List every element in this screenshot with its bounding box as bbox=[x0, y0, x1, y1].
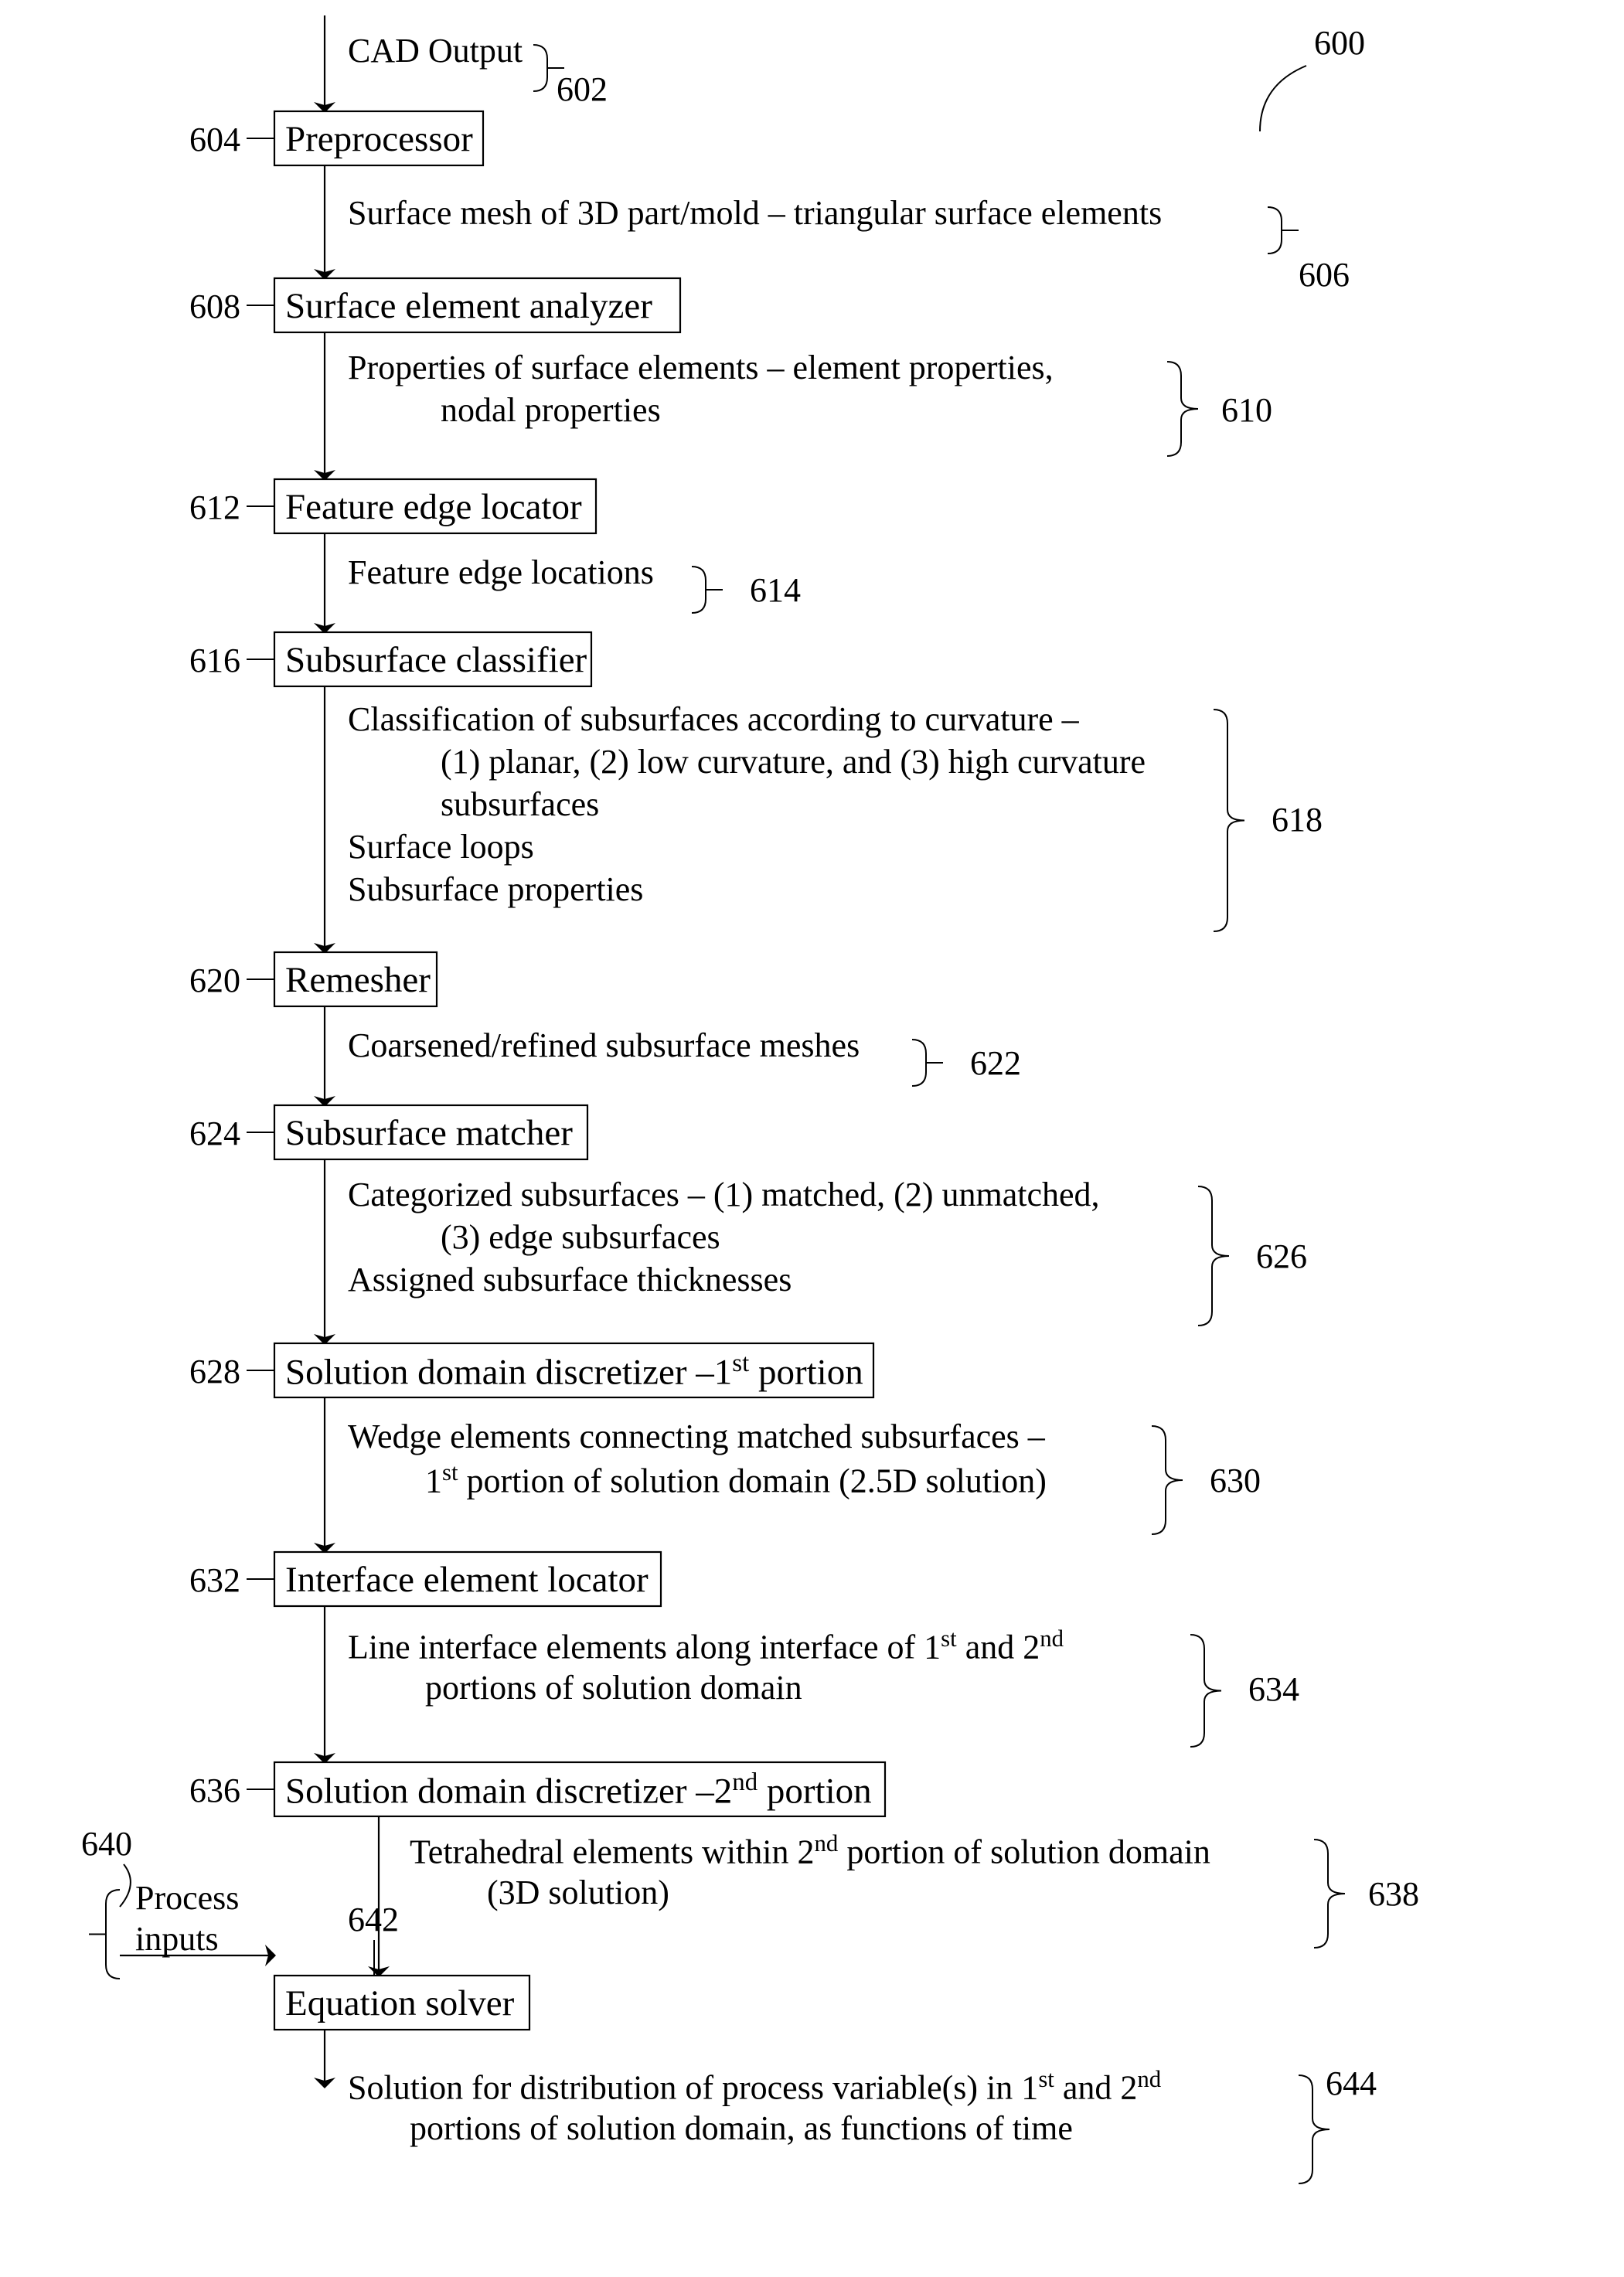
ref-614: 614 bbox=[750, 571, 801, 609]
annotation-line: CAD Output bbox=[348, 32, 523, 70]
ref-618: 618 bbox=[1272, 801, 1323, 839]
annotation-line: Solution for distribution of process var… bbox=[348, 2066, 1624, 2108]
annotation-line: Coarsened/refined subsurface meshes bbox=[348, 1026, 860, 1064]
bracket bbox=[692, 567, 723, 613]
annotation-line: Assigned subsurface thicknesses bbox=[348, 1261, 792, 1298]
annotation-line: Surface loops bbox=[348, 828, 534, 866]
box-label: Subsurface matcher bbox=[285, 1113, 573, 1153]
box-label: Preprocessor bbox=[285, 119, 473, 159]
ref-634: 634 bbox=[1248, 1670, 1299, 1708]
ref-622: 622 bbox=[970, 1044, 1021, 1082]
bracket bbox=[912, 1040, 943, 1086]
annotation-line: Line interface elements along interface … bbox=[348, 1625, 1624, 1667]
ref-644: 644 bbox=[1326, 2064, 1377, 2102]
ref-602: 602 bbox=[557, 70, 608, 108]
annotation-line: (3D solution) bbox=[487, 1873, 1624, 1912]
annotation-line: nodal properties bbox=[441, 391, 661, 429]
bracket bbox=[89, 1890, 120, 1979]
ref-630: 630 bbox=[1210, 1462, 1261, 1499]
ref-640: 640 bbox=[81, 1825, 132, 1863]
annotation-line: Categorized subsurfaces – (1) matched, (… bbox=[348, 1176, 1100, 1213]
annotation-line: Subsurface properties bbox=[348, 870, 643, 908]
figure-ref-600: 600 bbox=[1314, 24, 1365, 62]
ref-608: 608 bbox=[189, 288, 240, 325]
ref-632: 632 bbox=[189, 1561, 240, 1599]
box-label: Remesher bbox=[285, 960, 431, 1000]
annotation-line: Tetrahedral elements within 2nd portion … bbox=[410, 1830, 1624, 1872]
ref-638: 638 bbox=[1368, 1875, 1419, 1913]
ref-616: 616 bbox=[189, 642, 240, 679]
box-label: Feature edge locator bbox=[285, 487, 582, 527]
process-inputs-label: inputs bbox=[135, 1920, 219, 1958]
ref-620: 620 bbox=[189, 962, 240, 999]
ref-606: 606 bbox=[1299, 256, 1350, 294]
annotation-line: portions of solution domain, as function… bbox=[410, 2109, 1624, 2148]
annotation-line: Wedge elements connecting matched subsur… bbox=[348, 1417, 1624, 1456]
bracket bbox=[1198, 1186, 1229, 1326]
box-label: Solution domain discretizer –2nd portion bbox=[285, 1768, 880, 1812]
ref-604: 604 bbox=[189, 121, 240, 158]
box-label: Interface element locator bbox=[285, 1560, 649, 1600]
ref-636: 636 bbox=[189, 1772, 240, 1809]
bracket bbox=[1268, 207, 1299, 254]
annotation-line: Properties of surface elements – element… bbox=[348, 349, 1054, 386]
ref-628: 628 bbox=[189, 1353, 240, 1390]
figure-ref-leader bbox=[1260, 66, 1306, 131]
process-inputs-label: Process bbox=[135, 1879, 239, 1917]
annotation-line: 1st portion of solution domain (2.5D sol… bbox=[425, 1459, 1624, 1501]
annotation-line: subsurfaces bbox=[441, 785, 599, 823]
annotation-line: (3) edge subsurfaces bbox=[441, 1218, 720, 1256]
box-label: Surface element analyzer bbox=[285, 286, 652, 326]
ref-612: 612 bbox=[189, 488, 240, 526]
ref-610: 610 bbox=[1221, 391, 1272, 429]
bracket bbox=[1167, 362, 1198, 456]
ref-642: 642 bbox=[348, 1901, 399, 1938]
ref-leader bbox=[120, 1864, 131, 1907]
ref-626: 626 bbox=[1256, 1237, 1307, 1275]
annotation-line: portions of solution domain bbox=[425, 1668, 1624, 1707]
annotation-line: Feature edge locations bbox=[348, 553, 654, 591]
box-label: Equation solver bbox=[285, 1983, 515, 2023]
box-label: Solution domain discretizer –1st portion bbox=[285, 1350, 869, 1394]
ref-624: 624 bbox=[189, 1115, 240, 1152]
bracket bbox=[1214, 710, 1244, 931]
annotation-line: Classification of subsurfaces according … bbox=[348, 700, 1080, 738]
annotation-line: Surface mesh of 3D part/mold – triangula… bbox=[348, 194, 1162, 232]
box-label: Subsurface classifier bbox=[285, 640, 587, 680]
annotation-line: (1) planar, (2) low curvature, and (3) h… bbox=[441, 743, 1146, 781]
